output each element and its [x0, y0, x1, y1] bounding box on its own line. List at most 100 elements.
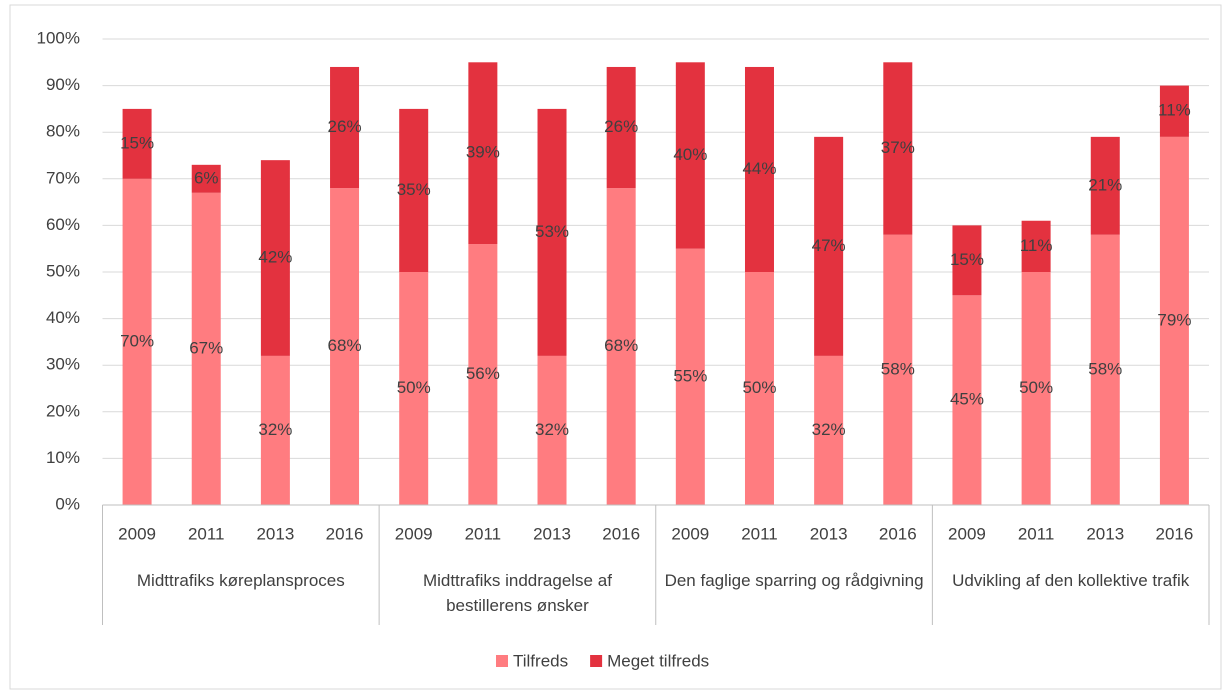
data-label: 32%	[812, 420, 846, 439]
bar-segment	[883, 234, 913, 505]
bar-segment	[191, 164, 221, 193]
x-tick-label: 2009	[395, 524, 433, 543]
bar-segment	[606, 188, 636, 505]
bar-segment	[1090, 234, 1120, 505]
bar-segment	[675, 248, 705, 505]
y-tick-label: 70%	[46, 168, 80, 187]
bar-segment	[399, 272, 429, 505]
bar-segment	[537, 355, 567, 505]
group-label: Den faglige sparring og rådgivning	[664, 571, 924, 590]
data-label: 79%	[1157, 310, 1191, 329]
data-label: 32%	[258, 420, 292, 439]
x-tick-label: 2009	[671, 524, 709, 543]
x-tick-label: 2009	[948, 524, 986, 543]
legend-label: Tilfreds	[513, 651, 568, 670]
group-label: Midttrafiks køreplansproces	[136, 571, 345, 590]
bar-segment	[675, 62, 705, 249]
data-label: 50%	[742, 378, 776, 397]
data-label: 68%	[604, 336, 638, 355]
y-tick-label: 0%	[55, 494, 80, 513]
x-tick-label: 2016	[879, 524, 917, 543]
data-label: 42%	[258, 248, 292, 267]
data-label: 47%	[812, 236, 846, 255]
x-tick-label: 2013	[1086, 524, 1124, 543]
bar-segment	[1090, 136, 1120, 235]
bar-segment	[191, 192, 221, 505]
x-tick-label: 2011	[741, 524, 778, 543]
data-label: 55%	[673, 366, 707, 385]
data-label: 58%	[1088, 359, 1122, 378]
bar-segment	[814, 355, 844, 505]
bar-segment	[744, 272, 774, 505]
data-label: 53%	[535, 222, 569, 241]
x-tick-label: 2016	[326, 524, 364, 543]
bar-segment	[260, 160, 290, 356]
bar-segment	[883, 62, 913, 235]
data-label: 56%	[466, 364, 500, 383]
bar-segment	[1159, 136, 1189, 506]
data-label: 11%	[1158, 101, 1191, 120]
x-tick-label: 2013	[533, 524, 571, 543]
bar-segment	[122, 178, 152, 506]
legend-swatch	[496, 655, 508, 667]
data-label: 44%	[742, 159, 776, 178]
y-tick-label: 90%	[46, 75, 80, 94]
data-label: 67%	[189, 338, 223, 357]
bar-segment	[330, 66, 360, 189]
x-tick-label: 2013	[256, 524, 294, 543]
data-label: 35%	[397, 180, 431, 199]
y-tick-label: 50%	[46, 261, 80, 280]
bar-segment	[330, 188, 360, 505]
y-tick-label: 30%	[46, 355, 80, 374]
data-label: 50%	[1019, 378, 1053, 397]
bar-segment	[468, 244, 498, 506]
data-label: 32%	[535, 420, 569, 439]
bar-segment	[122, 108, 152, 179]
bar-segment	[537, 108, 567, 356]
bar-segment	[744, 66, 774, 273]
bar-segment	[1159, 85, 1189, 137]
data-label: 68%	[328, 336, 362, 355]
data-label: 15%	[120, 133, 154, 152]
bar-segment	[606, 66, 636, 189]
x-tick-label: 2016	[1156, 524, 1194, 543]
bar-segment	[468, 62, 498, 245]
bar-segment	[814, 136, 844, 356]
y-tick-label: 60%	[46, 215, 80, 234]
bar-segment	[260, 355, 290, 505]
data-label: 11%	[1020, 236, 1053, 255]
bar-segment	[952, 295, 982, 505]
data-label: 6%	[194, 168, 219, 187]
x-tick-label: 2009	[118, 524, 156, 543]
y-tick-label: 100%	[37, 28, 80, 47]
y-tick-label: 10%	[46, 448, 80, 467]
legend-label: Meget tilfreds	[607, 651, 709, 670]
x-tick-label: 2011	[1018, 524, 1055, 543]
bar-segment	[952, 225, 982, 296]
data-label: 50%	[397, 378, 431, 397]
data-label: 37%	[881, 138, 915, 157]
y-tick-label: 80%	[46, 122, 80, 141]
x-tick-label: 2011	[188, 524, 225, 543]
data-label: 26%	[604, 117, 638, 136]
y-tick-label: 20%	[46, 401, 80, 420]
data-label: 58%	[881, 359, 915, 378]
bar-segment	[1021, 220, 1051, 272]
x-tick-label: 2011	[465, 524, 502, 543]
legend-swatch	[590, 655, 603, 667]
group-label: Udvikling af den kollektive trafik	[952, 571, 1190, 590]
data-label: 15%	[950, 250, 984, 269]
group-label: Midttrafiks inddragelse af bestillerens …	[422, 571, 612, 615]
y-tick-label: 40%	[46, 308, 80, 327]
data-label: 21%	[1088, 175, 1122, 194]
x-tick-label: 2016	[602, 524, 640, 543]
data-label: 70%	[120, 331, 154, 350]
x-tick-label: 2013	[810, 524, 848, 543]
data-label: 39%	[466, 143, 500, 162]
data-label: 26%	[328, 117, 362, 136]
data-label: 45%	[950, 390, 984, 409]
data-label: 40%	[673, 145, 707, 164]
bar-segment	[399, 108, 429, 273]
